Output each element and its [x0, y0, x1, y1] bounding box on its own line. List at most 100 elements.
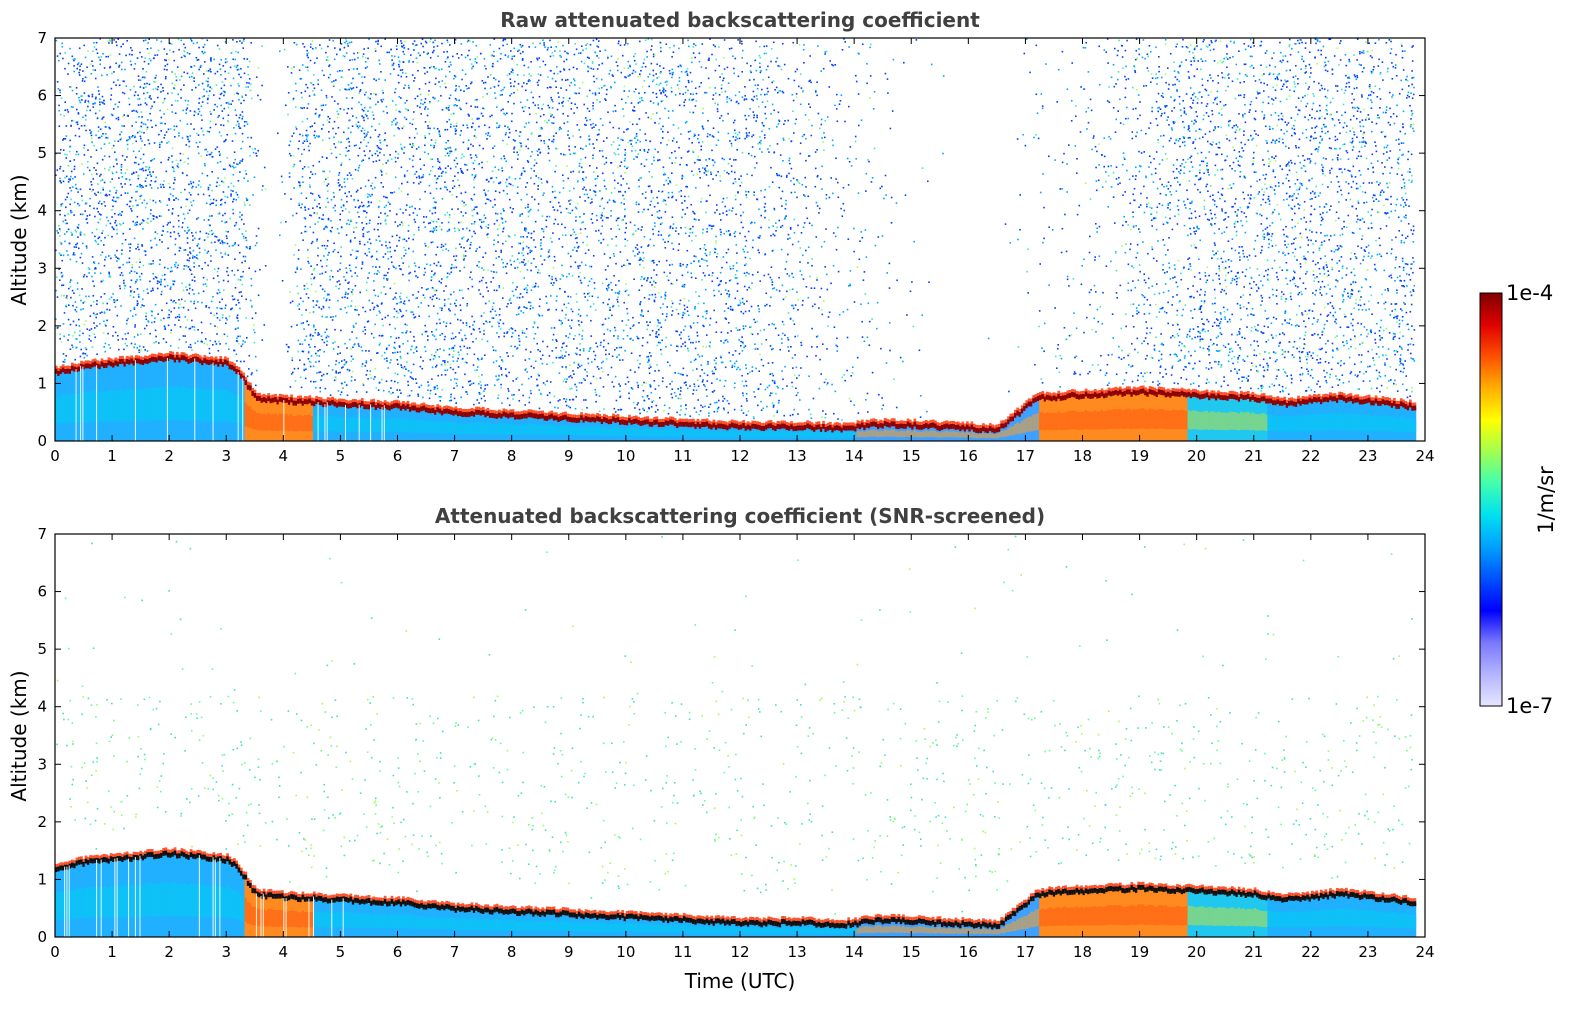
panel-raw-noise-point	[608, 283, 610, 286]
panel-raw-noise-point	[653, 205, 656, 208]
panel-raw-noise-point	[452, 353, 454, 356]
panel-raw-noise-point	[523, 64, 526, 67]
panel-raw-noise-point	[1228, 351, 1231, 353]
panel-raw-noise-point	[353, 326, 355, 328]
panel-raw-noise-point	[1360, 155, 1362, 158]
panel-raw-noise-point	[1199, 191, 1201, 194]
panel-raw-noise-point	[652, 79, 655, 81]
panel-raw-noise-point	[1221, 261, 1224, 263]
panel-raw-noise-point	[728, 351, 730, 354]
panel-raw-noise-point	[470, 271, 472, 273]
panel-raw-noise-point	[67, 73, 69, 75]
panel-raw-noise-point	[585, 145, 587, 147]
panel-raw-noise-point	[507, 234, 509, 237]
panel-raw-noise-point	[62, 138, 65, 140]
panel-raw-noise-point	[775, 230, 777, 232]
panel-raw-noise-point	[716, 253, 719, 255]
panel-raw-noise-point	[1086, 316, 1088, 319]
panel-raw-noise-point	[789, 237, 791, 239]
panel-raw-noise-point	[201, 101, 204, 103]
panel-raw-noise-point	[1379, 375, 1382, 378]
panel-raw-noise-point	[1276, 375, 1278, 377]
panel-raw-noise-point	[773, 208, 776, 211]
panel-raw-noise-point	[184, 230, 186, 232]
panel-raw-noise-point	[1070, 120, 1073, 122]
panel-raw-noise-point	[753, 114, 755, 116]
panel-raw-noise-point	[1402, 153, 1404, 156]
panel-raw-noise-point	[503, 157, 506, 160]
panel-raw-noise-point	[394, 351, 396, 354]
panel-raw-noise-point	[339, 213, 342, 216]
panel-raw-noise-point	[655, 92, 658, 95]
panel-raw-noise-point	[791, 93, 794, 96]
panel-raw-noise-point	[447, 147, 449, 149]
panel-raw-noise-point	[97, 243, 99, 246]
panel-raw-noise-point	[738, 91, 741, 93]
panel-raw-noise-point	[373, 272, 376, 275]
panel-raw-noise-point	[1319, 213, 1322, 216]
panel-raw-noise-point	[1171, 127, 1173, 129]
panel-raw-noise-point	[408, 214, 411, 216]
panel-raw-noise-point	[532, 96, 534, 99]
panel-raw-noise-point	[218, 48, 221, 50]
panel-raw-noise-point	[91, 93, 94, 96]
panel-raw-noise-point	[640, 246, 643, 248]
panel-raw-noise-point	[165, 131, 168, 133]
panel-raw-noise-point	[442, 360, 444, 362]
panel-raw-noise-point	[303, 369, 306, 372]
panel-raw-noise-point	[409, 143, 411, 146]
panel-raw-noise-point	[145, 169, 147, 172]
panel-raw-noise-point	[1323, 206, 1326, 208]
panel-raw-noise-point	[226, 267, 229, 269]
panel-raw-noise-point	[617, 217, 620, 219]
panel-raw-noise-point	[232, 165, 234, 168]
panel-raw-noise-point	[667, 139, 670, 142]
panel-raw-noise-point	[1253, 340, 1256, 342]
panel-raw-noise-point	[139, 350, 141, 353]
panel-raw-noise-point	[59, 177, 61, 180]
panel-raw-noise-point	[623, 131, 625, 133]
panel-raw-noise-point	[1410, 181, 1413, 183]
panel-raw-noise-point	[696, 335, 699, 337]
panel-raw-noise-point	[1206, 279, 1209, 282]
panel-raw-noise-point	[1306, 368, 1308, 370]
panel-raw-noise-point	[1355, 221, 1358, 223]
panel-raw-noise-point	[737, 39, 739, 41]
panel-raw-noise-point	[782, 91, 785, 94]
panel-raw-noise-point	[1152, 257, 1155, 260]
panel-raw-noise-point	[793, 79, 796, 82]
panel-raw-noise-point	[91, 231, 94, 234]
panel-raw-noise-point	[657, 159, 659, 161]
panel-raw-noise-point	[177, 232, 180, 235]
panel-raw-noise-point	[226, 242, 229, 245]
panel-raw-noise-point	[1324, 61, 1326, 64]
panel-raw-noise-point	[400, 75, 403, 78]
panel-raw-noise-point	[1391, 248, 1393, 250]
panel-raw-noise-point	[90, 134, 93, 137]
panel-raw-noise-point	[158, 215, 161, 217]
panel-raw-noise-point	[1196, 225, 1199, 228]
panel-raw-noise-point	[424, 135, 426, 137]
panel-raw-noise-point	[1370, 331, 1372, 334]
panel-raw-noise-point	[167, 316, 169, 319]
panel-raw-noise-point	[1208, 44, 1211, 46]
panel-raw-noise-point	[679, 373, 682, 375]
panel-raw-noise-point	[1366, 329, 1368, 331]
panel-raw-noise-point	[1254, 80, 1257, 82]
panel-raw-noise-point	[1266, 217, 1268, 220]
panel-raw-noise-point	[230, 308, 232, 310]
panel-raw-noise-point	[1294, 225, 1296, 228]
panel-raw-noise-point	[244, 170, 247, 172]
panel-raw-noise-point	[338, 280, 340, 282]
panel-raw-noise-point	[1172, 170, 1175, 173]
panel-raw-noise-point	[472, 122, 474, 125]
panel-raw-noise-point	[187, 309, 190, 311]
panel-raw-noise-point	[1399, 149, 1401, 151]
panel-raw-noise-point	[397, 157, 399, 159]
panel-raw-noise-point	[691, 231, 694, 234]
panel-raw-noise-point	[386, 112, 388, 114]
panel-raw-noise-point	[1406, 396, 1409, 399]
panel-raw-noise-point	[1360, 64, 1362, 66]
panel-raw-noise-point	[1085, 111, 1087, 113]
panel-raw-noise-point	[76, 123, 79, 126]
